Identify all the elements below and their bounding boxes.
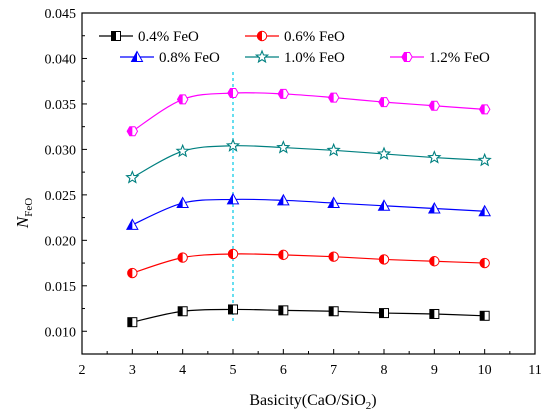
y-tick-label-3: 0.020 [45, 234, 77, 249]
data-point-s2-5 [328, 251, 339, 262]
data-point-s4-7 [427, 150, 442, 164]
data-point-s5-4 [277, 88, 290, 99]
data-point-s5-7 [428, 100, 441, 111]
data-point-s5-5 [327, 92, 340, 103]
data-point-s3-1 [125, 218, 139, 230]
data-point-s5-2 [176, 94, 189, 105]
data-point-s3-6 [377, 199, 391, 211]
data-point-s2-6 [378, 254, 390, 265]
data-point-s3-5 [327, 196, 341, 209]
data-point-s5-3 [227, 88, 239, 99]
data-point-s2-3 [227, 248, 239, 260]
legend-marker-2 [256, 30, 268, 42]
plot-area [125, 72, 492, 328]
x-tick-label-4: 5 [230, 363, 237, 378]
data-point-s1-5 [328, 306, 339, 317]
data-point-s3-8 [478, 204, 492, 217]
x-tick-label-2: 3 [129, 363, 136, 378]
data-point-s1-6 [379, 308, 389, 319]
y-tick-label-8: 0.045 [45, 7, 77, 22]
legend-label-5: 1.2% FeO [429, 50, 490, 66]
legend-marker-5 [401, 51, 413, 63]
x-tick-label-5: 6 [280, 363, 287, 378]
x-tick-label-9: 10 [478, 363, 492, 378]
series-line-3 [132, 198, 485, 226]
data-point-s3-2 [176, 196, 190, 209]
y-tick-label-1: 0.010 [45, 325, 77, 340]
x-tick-label-1: 2 [79, 363, 86, 378]
data-point-s4-3 [225, 138, 241, 152]
data-point-s2-7 [429, 256, 440, 267]
x-tick-label-3: 4 [179, 363, 186, 378]
data-point-s5-6 [378, 97, 390, 108]
data-point-s3-3 [226, 192, 240, 205]
data-point-s2-4 [278, 249, 289, 261]
x-tick-label-6: 7 [330, 363, 337, 378]
x-tick-label-8: 9 [431, 363, 438, 378]
x-tick-label-10: 11 [528, 363, 541, 378]
data-point-s1-7 [429, 308, 440, 319]
y-tick-label-7: 0.040 [45, 52, 77, 67]
legend-marker-1 [111, 31, 121, 41]
x-tick-label-7: 8 [381, 363, 388, 378]
data-point-s4-5 [326, 142, 341, 157]
data-point-s1-1 [127, 317, 138, 328]
x-axis-title: Basicity(CaO/SiO2) [249, 392, 376, 412]
data-point-s5-8 [478, 104, 491, 115]
y-tick-label-4: 0.025 [45, 189, 77, 204]
data-point-s1-8 [479, 310, 490, 321]
y-tick-label-5: 0.030 [45, 143, 77, 158]
data-point-s1-4 [278, 305, 289, 316]
data-point-s4-8 [477, 152, 492, 167]
data-point-s1-3 [228, 304, 238, 315]
y-tick-label-2: 0.015 [45, 280, 77, 295]
legend-label-2: 0.6% FeO [284, 29, 345, 45]
y-tick-label-6: 0.035 [45, 98, 77, 113]
y-axis-title: NFeO [13, 198, 35, 229]
data-point-s4-2 [175, 143, 190, 158]
data-point-s2-2 [177, 252, 188, 263]
legend-label-4: 1.0% FeO [284, 50, 345, 66]
data-point-s2-1 [127, 267, 138, 279]
data-point-s1-2 [177, 306, 188, 317]
data-point-s4-4 [276, 140, 291, 154]
axes: 2 3 4 5 6 7 8 9 10 11 0.010 0.015 0.020 0.025 0.030 0.0… [45, 7, 542, 378]
legend-label-1: 0.4% FeO [138, 29, 199, 45]
legend: 0.4% FeO 0.6% FeO 0.8% FeO 1.0% FeO 1.2% FeO [99, 29, 490, 66]
legend-marker-4 [254, 49, 270, 64]
legend-marker-3 [130, 50, 144, 62]
legend-label-3: 0.8% FeO [159, 50, 220, 66]
data-point-s4-6 [376, 146, 392, 161]
data-point-s5-1 [126, 126, 139, 137]
data-point-s2-8 [479, 257, 490, 269]
data-point-s4-1 [125, 170, 140, 184]
data-point-s3-7 [427, 201, 441, 214]
data-point-s3-4 [276, 193, 290, 206]
